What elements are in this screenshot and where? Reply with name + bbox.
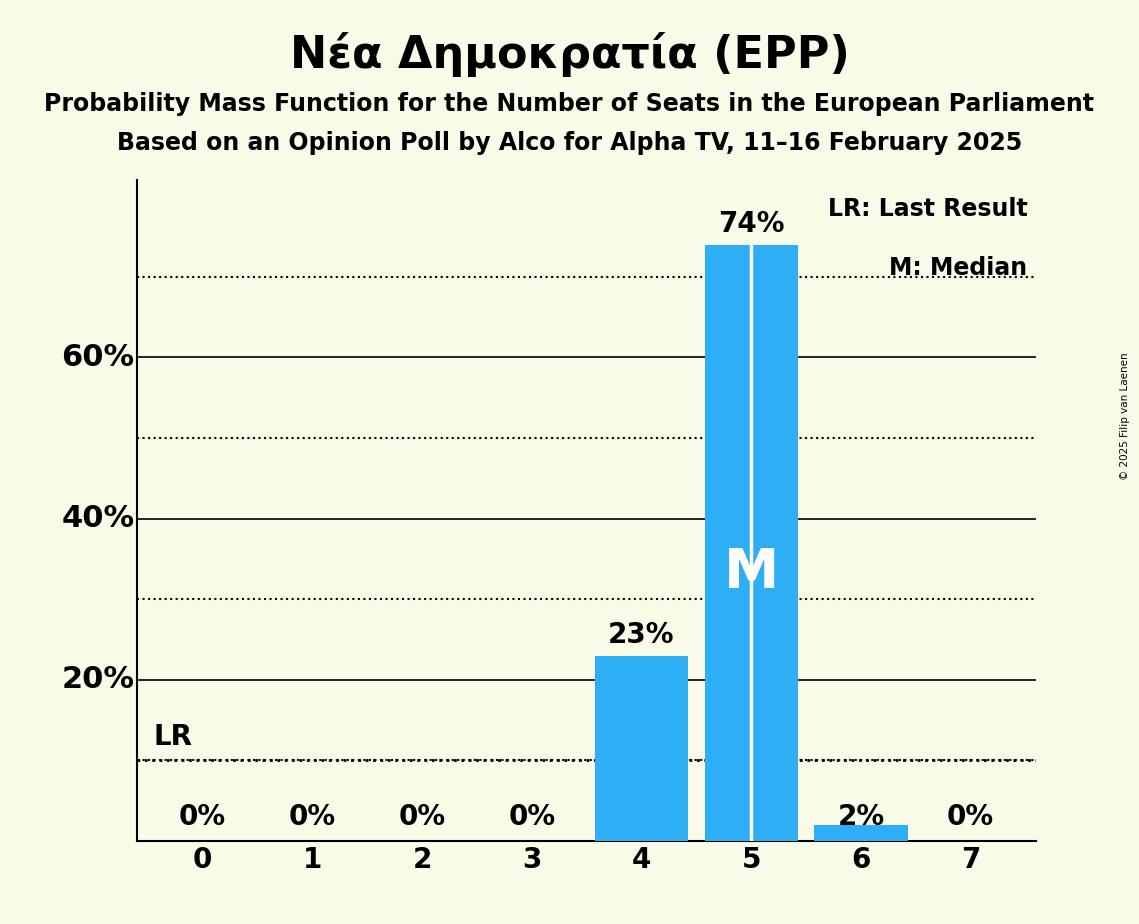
Text: 2%: 2% bbox=[837, 803, 885, 832]
Text: Νέα Δημοκρατία (EPP): Νέα Δημοκρατία (EPP) bbox=[289, 32, 850, 78]
Text: 0%: 0% bbox=[179, 803, 226, 832]
Text: Based on an Opinion Poll by Alco for Alpha TV, 11–16 February 2025: Based on an Opinion Poll by Alco for Alp… bbox=[117, 131, 1022, 155]
Bar bbox=[814, 825, 908, 841]
Text: M: M bbox=[723, 545, 779, 600]
Text: 0%: 0% bbox=[288, 803, 336, 832]
Text: 23%: 23% bbox=[608, 621, 674, 649]
Text: LR: LR bbox=[153, 723, 192, 750]
Text: 0%: 0% bbox=[508, 803, 556, 832]
Text: 40%: 40% bbox=[62, 505, 134, 533]
Text: M: Median: M: Median bbox=[890, 256, 1027, 280]
Text: 74%: 74% bbox=[718, 210, 785, 238]
Bar bbox=[595, 655, 688, 841]
Text: Probability Mass Function for the Number of Seats in the European Parliament: Probability Mass Function for the Number… bbox=[44, 92, 1095, 116]
Text: © 2025 Filip van Laenen: © 2025 Filip van Laenen bbox=[1120, 352, 1130, 480]
Text: 0%: 0% bbox=[948, 803, 994, 832]
Text: 20%: 20% bbox=[62, 665, 134, 694]
Text: 0%: 0% bbox=[399, 803, 445, 832]
Bar bbox=[705, 245, 797, 841]
Text: 60%: 60% bbox=[62, 343, 134, 372]
Text: LR: Last Result: LR: Last Result bbox=[828, 197, 1027, 221]
